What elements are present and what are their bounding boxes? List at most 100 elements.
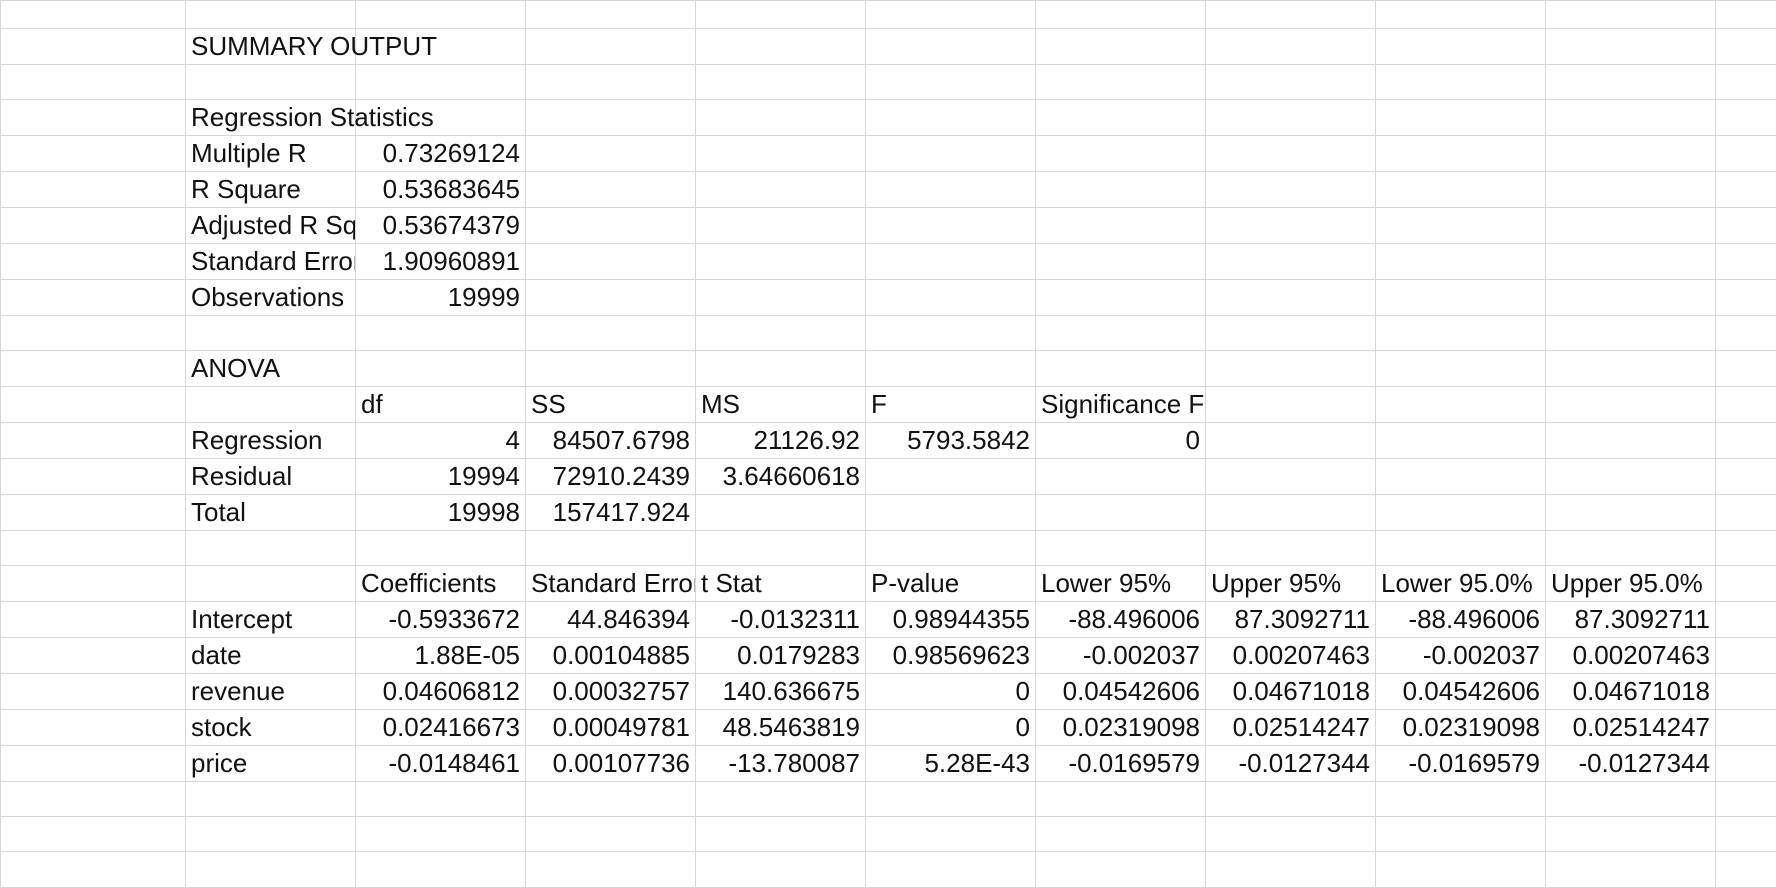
cell[interactable]: [1376, 316, 1546, 351]
cell[interactable]: [1716, 1, 1776, 29]
cell[interactable]: [1, 459, 186, 495]
cell[interactable]: [356, 817, 526, 852]
cell[interactable]: [696, 136, 866, 172]
cell[interactable]: [1716, 531, 1776, 566]
cell[interactable]: [1206, 423, 1376, 459]
coefficient-value[interactable]: -0.5933672: [356, 602, 526, 638]
cell[interactable]: [1546, 172, 1716, 208]
coefficient-value[interactable]: -0.0169579: [1376, 746, 1546, 782]
anova-value[interactable]: 19998: [356, 495, 526, 531]
anova-value[interactable]: 21126.92: [696, 423, 866, 459]
cell[interactable]: [526, 136, 696, 172]
cell[interactable]: [1036, 65, 1206, 100]
anova-value[interactable]: 72910.2439: [526, 459, 696, 495]
coefficient-value[interactable]: -13.780087: [696, 746, 866, 782]
coefficient-value[interactable]: 0.00104885: [526, 638, 696, 674]
coefficient-value[interactable]: 0.04671018: [1546, 674, 1716, 710]
cell[interactable]: [1, 495, 186, 531]
cell[interactable]: [866, 280, 1036, 316]
cell[interactable]: [1376, 351, 1546, 387]
cell[interactable]: [866, 817, 1036, 852]
anova-value[interactable]: 84507.6798: [526, 423, 696, 459]
coefficient-value[interactable]: 0.00049781: [526, 710, 696, 746]
cell[interactable]: [1376, 65, 1546, 100]
cell[interactable]: [526, 29, 696, 65]
coefficient-value[interactable]: 1.88E-05: [356, 638, 526, 674]
cell[interactable]: [1206, 29, 1376, 65]
cell[interactable]: [1, 531, 186, 566]
cell[interactable]: [1376, 100, 1546, 136]
cell[interactable]: [186, 531, 356, 566]
cell[interactable]: [1376, 208, 1546, 244]
anova-value[interactable]: 157417.924: [526, 495, 696, 531]
cell[interactable]: [1716, 674, 1776, 710]
cell[interactable]: [1376, 387, 1546, 423]
coefficient-value[interactable]: 0.04542606: [1036, 674, 1206, 710]
cell[interactable]: [1546, 782, 1716, 817]
cell[interactable]: [1, 638, 186, 674]
coefficients-column-header[interactable]: P-value: [866, 566, 1036, 602]
cell[interactable]: [526, 531, 696, 566]
anova-title[interactable]: ANOVA: [186, 351, 356, 387]
cell[interactable]: [1, 387, 186, 423]
cell[interactable]: [1546, 1, 1716, 29]
coefficient-value[interactable]: 0.04606812: [356, 674, 526, 710]
cell[interactable]: [526, 1, 696, 29]
coefficient-row-label[interactable]: Intercept: [186, 602, 356, 638]
cell[interactable]: [1716, 387, 1776, 423]
cell[interactable]: [1716, 746, 1776, 782]
cell[interactable]: [1716, 602, 1776, 638]
cell[interactable]: [1, 710, 186, 746]
cell[interactable]: [1206, 172, 1376, 208]
cell[interactable]: [1546, 208, 1716, 244]
coefficient-value[interactable]: 0.98944355: [866, 602, 1036, 638]
cell[interactable]: [866, 172, 1036, 208]
cell[interactable]: [1206, 852, 1376, 888]
cell[interactable]: [1036, 316, 1206, 351]
coefficients-column-header[interactable]: Lower 95%: [1036, 566, 1206, 602]
cell[interactable]: [1546, 351, 1716, 387]
cell[interactable]: [696, 817, 866, 852]
coefficients-column-header[interactable]: Lower 95.0%: [1376, 566, 1546, 602]
coefficient-value[interactable]: 0.04671018: [1206, 674, 1376, 710]
regression-stat-value[interactable]: 19999: [356, 280, 526, 316]
cell[interactable]: [1716, 29, 1776, 65]
coefficient-value[interactable]: 87.3092711: [1206, 602, 1376, 638]
cell[interactable]: [696, 280, 866, 316]
cell[interactable]: [866, 495, 1036, 531]
cell[interactable]: [356, 351, 526, 387]
cell[interactable]: [1036, 280, 1206, 316]
coefficient-row-label[interactable]: stock: [186, 710, 356, 746]
cell[interactable]: [696, 531, 866, 566]
anova-value[interactable]: 3.64660618: [696, 459, 866, 495]
regression-stat-label[interactable]: Standard Error: [186, 244, 356, 280]
cell[interactable]: [696, 172, 866, 208]
cell[interactable]: [1716, 136, 1776, 172]
cell[interactable]: [1, 674, 186, 710]
anova-row-label[interactable]: Total: [186, 495, 356, 531]
cell[interactable]: [1546, 459, 1716, 495]
cell[interactable]: [696, 244, 866, 280]
cell[interactable]: [1036, 208, 1206, 244]
coefficients-column-header[interactable]: Standard Error: [526, 566, 696, 602]
cell[interactable]: [356, 531, 526, 566]
cell[interactable]: [1376, 459, 1546, 495]
cell[interactable]: [866, 208, 1036, 244]
coefficient-value[interactable]: 0: [866, 674, 1036, 710]
coefficient-value[interactable]: 0: [866, 710, 1036, 746]
anova-value[interactable]: 0: [1036, 423, 1206, 459]
cell[interactable]: [186, 387, 356, 423]
cell[interactable]: [866, 852, 1036, 888]
cell[interactable]: [1206, 100, 1376, 136]
coefficient-value[interactable]: 0.02416673: [356, 710, 526, 746]
cell[interactable]: [1206, 208, 1376, 244]
anova-row-label[interactable]: Regression: [186, 423, 356, 459]
cell[interactable]: [186, 566, 356, 602]
cell[interactable]: [1, 746, 186, 782]
coefficient-value[interactable]: 0.0179283: [696, 638, 866, 674]
coefficient-value[interactable]: 140.636675: [696, 674, 866, 710]
regression-statistics-header[interactable]: Regression Statistics: [186, 100, 356, 136]
cell[interactable]: [696, 495, 866, 531]
cell[interactable]: [1206, 495, 1376, 531]
cell[interactable]: [1716, 65, 1776, 100]
